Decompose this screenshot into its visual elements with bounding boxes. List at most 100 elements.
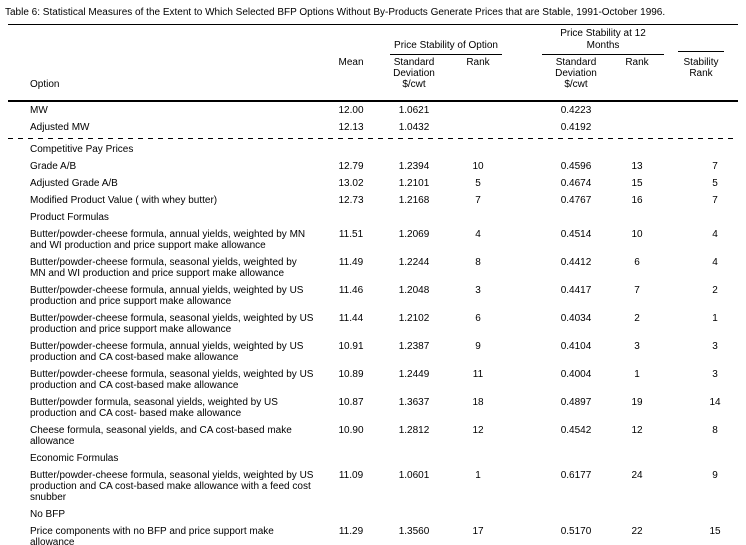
group-header-price-stability-12-months: Price Stability at 12 Months: [542, 25, 665, 55]
group-label: Price Stability of Option: [390, 40, 502, 55]
option-column-header: Option: [8, 55, 320, 102]
sd-option-cell: 1.2102: [398, 313, 430, 324]
option-cell: Butter/powder-cheese formula, seasonal y…: [30, 470, 314, 503]
rank-option-cell: [446, 101, 510, 119]
rank-12mo-cell: [610, 119, 664, 136]
spacer-cell: [510, 338, 542, 366]
table-row: Butter/powder-cheese formula, seasonal y…: [8, 254, 738, 282]
section-row: Product Formulas: [8, 209, 738, 226]
empty-cell: [8, 25, 320, 56]
option-cell: Butter/powder-cheese formula, annual yie…: [30, 285, 304, 307]
spacer-cell: [510, 101, 542, 119]
table-row: Butter/powder-cheese formula, seasonal y…: [8, 467, 738, 506]
mean-cell: 10.90: [338, 425, 364, 436]
sd-line: Deviation: [555, 68, 597, 79]
rank-option-cell: 6: [475, 313, 481, 324]
table-row: Grade A/B 12.79 1.2394 10 0.4596 13 7: [8, 158, 738, 175]
rank-12mo-cell: 16: [631, 195, 643, 206]
section-label: Product Formulas: [30, 212, 109, 223]
sd-12mo-cell: 0.4104: [560, 341, 592, 352]
spacer-cell: [510, 366, 542, 394]
mean-cell: 12.00: [338, 105, 364, 116]
rank-12mo-cell: 1: [634, 369, 640, 380]
sd-12mo-cell: 0.4514: [560, 229, 592, 240]
sd-option-cell: 1.0601: [398, 470, 430, 481]
empty-cell: [320, 25, 382, 56]
rank-option-cell: [446, 119, 510, 136]
table-row: Butter/powder-cheese formula, annual yie…: [8, 226, 738, 254]
section-label: Competitive Pay Prices: [30, 144, 134, 155]
mean-cell: 11.46: [338, 285, 364, 296]
rank-12mo-cell: 2: [634, 313, 640, 324]
stability-rank-cell: 7: [712, 161, 718, 172]
mean-cell: 11.29: [338, 526, 364, 537]
statistics-table: Price Stability of Option Price Stabilit…: [8, 24, 739, 545]
sd-option-column-header: Standard Deviation $/cwt: [382, 55, 446, 102]
rank-option-cell: 18: [472, 397, 484, 408]
spacer-cell: [510, 467, 542, 506]
sd-line: Standard: [555, 57, 597, 68]
rank-12mo-cell: 6: [634, 257, 640, 268]
stability-rank-cell: [664, 101, 738, 119]
section-label: No BFP: [30, 509, 66, 520]
rank-12mo-cell: [610, 101, 664, 119]
spacer-cell: [510, 254, 542, 282]
sd-line: Deviation: [393, 68, 435, 79]
stability-rank-cell: 4: [712, 229, 718, 240]
rank-12mo-cell: 15: [631, 178, 643, 189]
rank-12mo-cell: 13: [631, 161, 643, 172]
section-row: No BFP: [8, 506, 738, 523]
table-row: Butter/powder-cheese formula, annual yie…: [8, 338, 738, 366]
sd-12mo-cell: 0.4417: [560, 285, 592, 296]
table-row: Adjusted Grade A/B 13.02 1.2101 5 0.4674 15 5: [8, 175, 738, 192]
table-row: MW 12.00 1.0621 0.4223: [8, 101, 738, 119]
sd-12mo-cell: 0.4767: [560, 195, 592, 206]
rank-12mo-cell: 3: [634, 341, 640, 352]
option-cell: Adjusted Grade A/B: [30, 178, 118, 189]
dashed-line: [8, 138, 739, 139]
sd-option-cell: 1.2244: [398, 257, 430, 268]
table-row: Butter/powder-cheese formula, seasonal y…: [8, 366, 738, 394]
rank-option-cell: 8: [475, 257, 481, 268]
spacer-cell: [510, 192, 542, 209]
mean-cell: 13.02: [338, 178, 364, 189]
stability-rank-cell: 3: [712, 369, 718, 380]
rank-12mo-cell: 10: [631, 229, 643, 240]
sd-option-cell: 1.0432: [398, 122, 430, 133]
spacer-cell: [510, 422, 542, 450]
table-row: Cheese formula, seasonal yields, and CA …: [8, 422, 738, 450]
spacer-cell: [510, 523, 542, 545]
mean-column-header: Mean: [320, 55, 382, 102]
spacer-cell: [510, 282, 542, 310]
mean-cell: 12.13: [338, 122, 364, 133]
sd-option-cell: 1.2048: [398, 285, 430, 296]
mean-cell: 12.79: [338, 161, 364, 172]
table-row: Butter/powder-cheese formula, seasonal y…: [8, 310, 738, 338]
stability-rank-cell: 4: [712, 257, 718, 268]
sd-12mo-cell: 0.4674: [560, 178, 592, 189]
sd-option-cell: 1.2394: [398, 161, 430, 172]
rank-option-cell: 1: [475, 470, 481, 481]
section-label: Economic Formulas: [30, 453, 119, 464]
option-cell: Butter/powder-cheese formula, annual yie…: [30, 341, 304, 363]
option-cell: Butter/powder-cheese formula, seasonal y…: [30, 369, 314, 391]
group-header-price-stability-option: Price Stability of Option: [382, 25, 510, 55]
table-row: Butter/powder formula, seasonal yields, …: [8, 394, 738, 422]
stability-rank-cell: 1: [712, 313, 718, 324]
group-label: Price Stability at 12 Months: [542, 28, 665, 55]
rank-12mo-cell: 22: [631, 526, 643, 537]
sd-12mo-cell: 0.4192: [560, 122, 592, 133]
spacer-cell: [510, 394, 542, 422]
sd-12mo-cell: 0.4004: [560, 369, 592, 380]
sd-12mo-column-header: Standard Deviation $/cwt: [542, 55, 610, 102]
spacer-cell: [510, 119, 542, 136]
stability-rank-cell: 2: [712, 285, 718, 296]
rank-option-cell: 9: [475, 341, 481, 352]
stability-rank-cell: 15: [709, 526, 721, 537]
sd-option-cell: 1.3560: [398, 526, 430, 537]
table-row: Adjusted MW 12.13 1.0432 0.4192: [8, 119, 738, 136]
sd-line: $/cwt: [402, 79, 426, 90]
option-cell: Modified Product Value ( with whey butte…: [30, 195, 218, 206]
stability-line: Stability: [683, 57, 719, 68]
option-cell: Adjusted MW: [30, 122, 90, 133]
